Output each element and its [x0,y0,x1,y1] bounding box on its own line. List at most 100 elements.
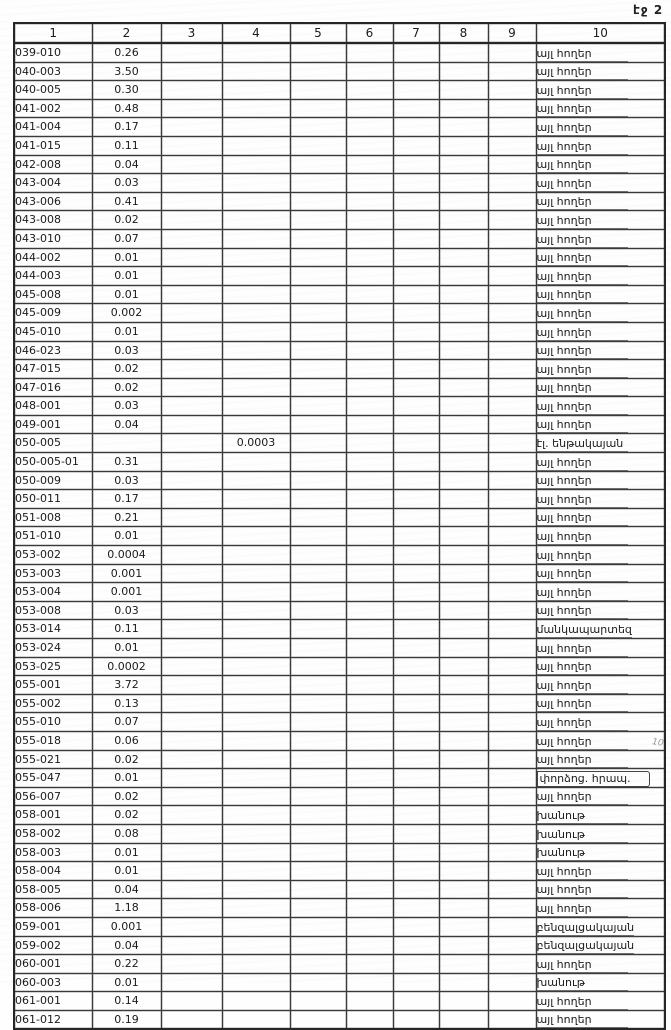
cell-col7 [392,228,440,249]
cell-col6 [345,991,394,1011]
cell-col8 [438,507,489,528]
cell-col9 [487,768,537,788]
cell-col8 [438,693,489,714]
cell-col8 [438,638,489,658]
land-use-label: այլ հողեր [537,882,629,898]
cell-col9 [487,266,537,286]
cell-col7 [392,507,440,528]
cell-col9 [487,749,537,770]
cell-col4-value [221,582,291,602]
table-row: 050-005 0.0003 էլ. ենթակայան [13,433,666,454]
cell-col5 [289,42,347,63]
table-row: 053-008 0.03 այլ հողեր [13,600,666,621]
cell-col8 [438,823,489,844]
cell-parcel-code: 045-009 [13,303,93,323]
cell-col5 [289,80,347,100]
cell-land-use: բենզալցակայան [535,935,666,956]
cell-col7 [392,396,440,416]
cell-col6 [345,154,394,175]
table-row: 050-009 0.03 այլ հողեր [13,470,666,491]
cell-col4-value [221,470,291,491]
cell-area-value: 0.01 [91,972,162,993]
table-row: 058-003 0.01 խանութ [13,842,666,863]
table-row: 055-047 0.01 փորձոց. հրապ. [13,768,666,788]
cell-col4-value [221,489,291,509]
land-use-label: փորձոց. հրապ. [537,770,651,787]
table-row: 056-007 0.02 այլ հողեր [13,786,666,807]
cell-parcel-code: 043-006 [13,191,93,212]
cell-col4-value [221,228,291,249]
cell-col8 [438,991,489,1011]
cell-col8 [438,545,489,565]
cell-col9 [487,1009,537,1030]
cell-col7 [392,80,440,100]
cell-col9 [487,675,537,695]
cell-col4-value [221,954,291,974]
cell-col4-value [221,1009,291,1030]
cell-parcel-code: 045-008 [13,284,93,305]
table-row: 043-008 0.02 այլ հողեր [13,210,666,230]
cell-col8 [438,80,489,100]
land-use-label: այլ հողեր [537,325,629,341]
cell-col7 [392,954,440,974]
cell-col4-value [221,563,291,584]
cell-col6 [345,675,394,695]
cell-col3 [160,210,223,230]
cell-col6 [345,768,394,788]
cell-col5 [289,749,347,770]
table-row: 058-004 0.01 այլ հողեր [13,861,666,881]
cell-col3 [160,173,223,193]
cell-col4-value [221,173,291,193]
cell-col7 [392,340,440,361]
cell-col3 [160,675,223,695]
cell-col6 [345,98,394,119]
cell-col5 [289,470,347,491]
table-header-row: 1 2 3 4 5 6 7 8 9 10 [13,22,666,44]
cell-land-use: այլ հողեր [535,61,666,82]
cell-col6 [345,582,394,602]
cell-col5 [289,247,347,268]
cell-col8 [438,228,489,249]
cell-parcel-code: 040-003 [13,61,93,82]
cell-land-use: այլ հողեր [535,210,666,230]
cell-land-use: այլ հողեր [535,730,666,751]
table-row: 055-021 0.02 այլ հողեր [13,749,666,770]
land-use-label: այլ հողեր [537,715,629,731]
cell-col6 [345,340,394,361]
cell-col4-value [221,396,291,416]
cell-col4-value [221,321,291,342]
cell-col8 [438,359,489,379]
cell-area-value [91,433,162,454]
table-row: 055-018 0.06 այլ հողեր [13,730,666,751]
cell-col7 [392,879,440,900]
cell-land-use: այլ հողեր [535,42,666,63]
cell-col5 [289,191,347,212]
land-use-label: մանկապարտեզ [536,623,632,638]
cell-land-use: բենզալցակայան [535,916,666,937]
cell-land-use: այլ հողեր [535,117,666,137]
cell-col5 [289,526,347,547]
table-row: 040-003 3.50 այլ հողեր [13,61,666,82]
cell-col5 [289,805,347,825]
cell-col5 [289,600,347,621]
cell-col3 [160,749,223,770]
cell-col3 [160,414,223,435]
cell-col6 [345,861,394,881]
cell-col4-value [221,266,291,286]
land-use-label: բենզալցակայան [536,939,635,954]
cell-parcel-code: 047-016 [13,377,93,398]
cell-col9 [487,359,537,379]
cell-col3 [160,154,223,175]
cell-area-value: 0.0002 [91,656,162,677]
cell-land-use: այլ հողեր [535,80,666,100]
cell-col7 [392,1009,440,1030]
cell-land-use: այլ հողեր [535,526,666,547]
cell-col9 [487,191,537,212]
cell-col4-value [221,693,291,714]
cell-col6 [345,321,394,342]
cell-col4-value [221,377,291,398]
land-use-label: այլ հողեր [537,659,629,675]
land-use-label: այլ հողեր [537,548,629,564]
cell-land-use: այլ հողեր [535,266,666,286]
cell-parcel-code: 041-004 [13,117,93,137]
